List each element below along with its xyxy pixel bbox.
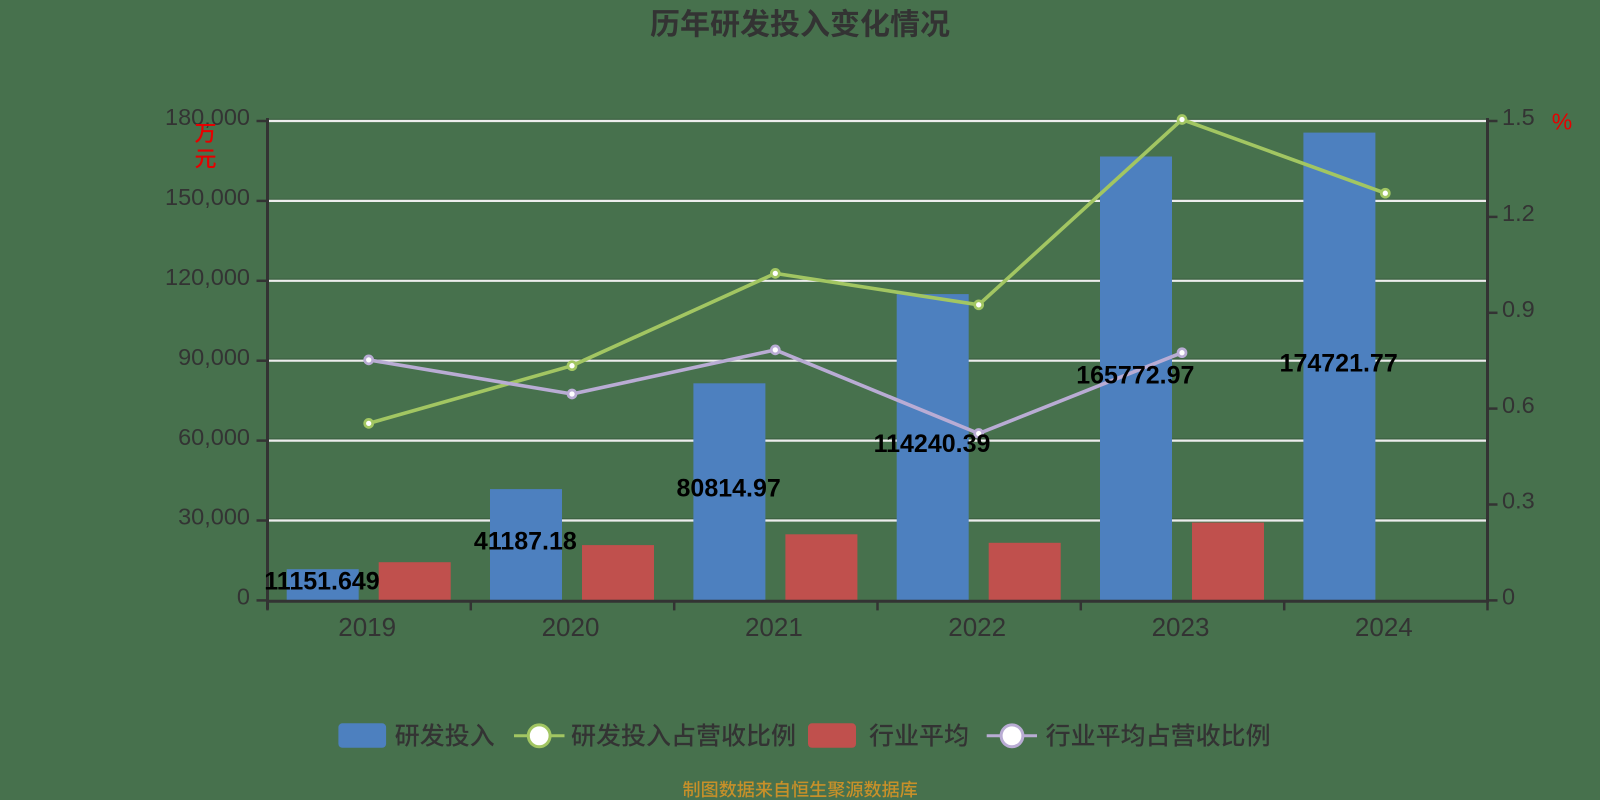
svg-text:0: 0 <box>237 584 250 610</box>
svg-text:1.5: 1.5 <box>1502 104 1535 130</box>
svg-text:2024: 2024 <box>1355 612 1413 642</box>
svg-text:80814.97: 80814.97 <box>677 475 781 503</box>
svg-text:0.6: 0.6 <box>1502 392 1535 418</box>
svg-text:0.3: 0.3 <box>1502 488 1535 514</box>
svg-text:0.9: 0.9 <box>1502 296 1535 322</box>
svg-text:90,000: 90,000 <box>178 344 250 370</box>
svg-text:2020: 2020 <box>542 612 600 642</box>
svg-text:1.2: 1.2 <box>1502 200 1535 226</box>
svg-text:114240.39: 114240.39 <box>874 430 991 458</box>
svg-text:11151.649: 11151.649 <box>264 568 379 596</box>
svg-text:174721.77: 174721.77 <box>1280 349 1398 377</box>
svg-text:2021: 2021 <box>745 612 803 642</box>
svg-text:2019: 2019 <box>338 612 396 642</box>
svg-text:%: % <box>1552 109 1572 135</box>
svg-text:120,000: 120,000 <box>165 264 250 290</box>
svg-text:2023: 2023 <box>1152 612 1210 642</box>
svg-text:0: 0 <box>1502 584 1515 610</box>
svg-text:2022: 2022 <box>948 612 1006 642</box>
svg-text:150,000: 150,000 <box>165 184 250 210</box>
svg-text:180,000: 180,000 <box>165 104 250 130</box>
svg-text:165772.97: 165772.97 <box>1076 361 1194 389</box>
svg-text:30,000: 30,000 <box>178 504 250 530</box>
svg-text:60,000: 60,000 <box>178 424 250 450</box>
svg-text:41187.18: 41187.18 <box>474 528 577 556</box>
